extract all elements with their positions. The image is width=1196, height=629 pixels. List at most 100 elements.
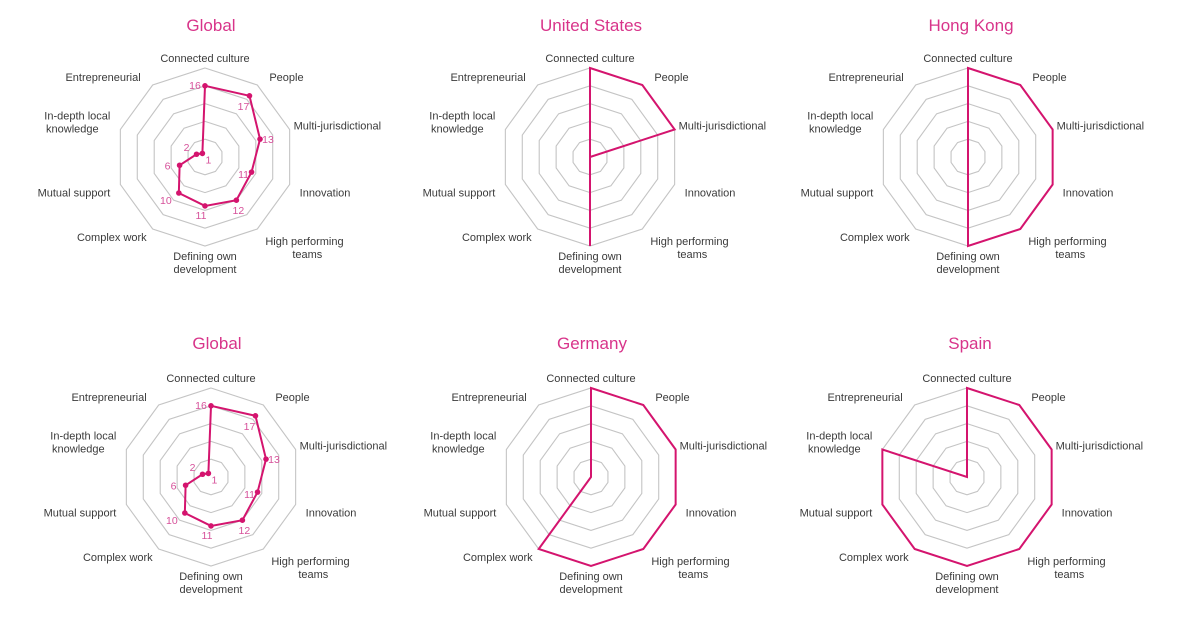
data-point-marker xyxy=(246,92,253,99)
axis-label: Multi-jurisdictional xyxy=(679,120,766,132)
chart-title: Germany xyxy=(557,334,627,353)
axis-label: Innovation xyxy=(300,188,351,200)
axis-label: Complex work xyxy=(840,232,910,244)
axis-label: Complex work xyxy=(463,552,533,564)
axis-label: Multi-jurisdictional xyxy=(300,440,387,452)
axis-label: In-depth local knowledge xyxy=(44,110,110,135)
radar-panel-global-bottom: Global Connected culture People Multi-juri… xyxy=(22,318,412,618)
axis-label: Defining own development xyxy=(173,251,237,276)
value-label: 11 xyxy=(238,169,249,181)
data-point-marker xyxy=(202,83,208,89)
axis-label: High performing teams xyxy=(1027,556,1105,581)
axis-label: Connected culture xyxy=(546,373,635,385)
axis-label: In-depth local knowledge xyxy=(807,110,873,135)
series-line xyxy=(589,66,677,246)
axis-label: Multi-jurisdictional xyxy=(1056,440,1143,452)
axis-label: Complex work xyxy=(77,232,147,244)
value-label: 17 xyxy=(238,101,250,113)
axis-label: Innovation xyxy=(1063,188,1114,200)
value-label: 2 xyxy=(190,462,196,474)
value-label: 1 xyxy=(211,474,217,486)
data-point-marker xyxy=(193,151,200,158)
radar-panel-united-states: United States Connected culture People Mul… xyxy=(396,0,786,300)
axis-label: Entrepreneurial xyxy=(451,392,526,404)
grid-ring xyxy=(573,458,609,496)
data-point-marker xyxy=(239,517,246,524)
axis-label: High performing teams xyxy=(271,556,349,581)
value-label: 12 xyxy=(233,205,245,217)
value-label: 12 xyxy=(239,525,251,537)
axis-label: Entrepreneurial xyxy=(71,392,146,404)
axis-label: People xyxy=(269,72,303,84)
axis-label: Defining own development xyxy=(179,571,243,596)
axis-label: Defining own development xyxy=(935,571,999,596)
axis-label: Connected culture xyxy=(545,53,634,65)
axis-label: Complex work xyxy=(839,552,909,564)
grid-ring xyxy=(949,458,985,496)
radar-chart: Connected culture People Multi-jurisdictio… xyxy=(801,53,1144,276)
radar-chart: Connected culture People Multi-jurisdictio… xyxy=(44,373,387,596)
axis-label: Mutual support xyxy=(44,508,117,520)
radar-chart: Connected culture People Multi-jurisdictio… xyxy=(424,373,767,596)
axis-label: In-depth local knowledge xyxy=(806,430,872,455)
axis-label: High performing teams xyxy=(650,236,728,261)
radar-panel-global-top: Global Connected culture People Multi-juri… xyxy=(16,0,406,300)
data-point-marker xyxy=(199,471,206,478)
axis-label: Multi-jurisdictional xyxy=(680,440,767,452)
axis-label: Entrepreneurial xyxy=(828,72,903,84)
axis-label: People xyxy=(275,392,309,404)
grid-ring xyxy=(176,440,246,514)
axis-label: In-depth local knowledge xyxy=(429,110,495,135)
grid-ring xyxy=(539,423,643,531)
axis-label: People xyxy=(655,392,689,404)
axis-label: Connected culture xyxy=(922,373,1011,385)
radar-panel-spain: Spain Connected culture People Multi-juris… xyxy=(775,318,1165,618)
axis-label: In-depth local knowledge xyxy=(50,430,116,455)
data-point-marker xyxy=(252,412,259,419)
data-point-marker xyxy=(202,203,208,209)
axis-label: Mutual support xyxy=(801,188,874,200)
axis-label: High performing teams xyxy=(1028,236,1106,261)
data-point-marker xyxy=(257,136,263,142)
data-point-marker xyxy=(182,482,189,489)
axis-label: Defining own development xyxy=(559,571,623,596)
radar-panel-germany: Germany Connected culture People Multi-jur… xyxy=(397,318,787,618)
axis-label: Innovation xyxy=(1062,508,1113,520)
radar-chart: Connected culture People Multi-jurisdictio… xyxy=(423,53,766,276)
chart-title: United States xyxy=(539,16,643,35)
axis-label: Multi-jurisdictional xyxy=(1057,120,1144,132)
data-point-marker xyxy=(263,456,269,462)
axis-label: People xyxy=(654,72,688,84)
grid-ring xyxy=(170,120,240,194)
value-label: 6 xyxy=(165,160,171,172)
data-point-marker xyxy=(208,523,214,529)
value-label: 13 xyxy=(268,454,280,466)
series-line xyxy=(881,386,1053,568)
grid-ring xyxy=(915,423,1019,531)
axis-label: Entrepreneurial xyxy=(450,72,525,84)
chart-title: Spain xyxy=(948,334,992,353)
axis-label: In-depth local knowledge xyxy=(430,430,496,455)
grid-ring xyxy=(522,405,660,549)
value-label: 11 xyxy=(244,489,255,501)
axis-label: Innovation xyxy=(685,188,736,200)
axis-label: Entrepreneurial xyxy=(827,392,902,404)
grid-ring xyxy=(898,405,1036,549)
axis-label: Entrepreneurial xyxy=(65,72,140,84)
axis-label: Defining own development xyxy=(558,251,622,276)
data-point-marker xyxy=(208,403,214,409)
axis-label: People xyxy=(1031,392,1065,404)
chart-title: Global xyxy=(186,16,236,35)
axis-label: Innovation xyxy=(686,508,737,520)
axis-label: Defining own development xyxy=(936,251,1000,276)
grid-ring xyxy=(142,405,280,549)
grid-ring xyxy=(932,440,1002,514)
grid-ring xyxy=(193,458,229,496)
value-label: 6 xyxy=(171,480,177,492)
chart-title: Hong Kong xyxy=(928,16,1014,35)
data-point-marker xyxy=(199,150,206,157)
series-line xyxy=(967,66,1054,248)
data-point-marker xyxy=(176,190,182,196)
axis-label: Complex work xyxy=(83,552,153,564)
chart-title: Global xyxy=(192,334,242,353)
